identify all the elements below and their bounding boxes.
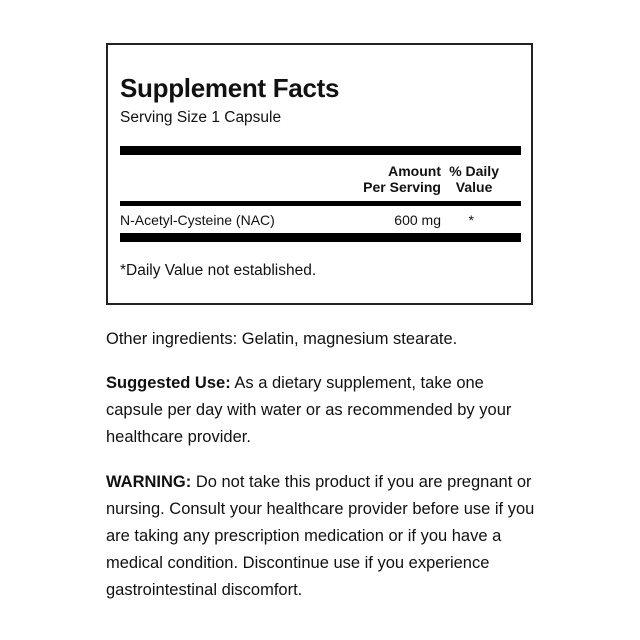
header-daily-value: % Daily Value [449,163,499,195]
panel-title: Supplement Facts [120,73,340,103]
suggested-use: Suggested Use: As a dietary supplement, … [106,370,536,451]
thick-divider [120,146,521,155]
other-ingredients: Other ingredients: Gelatin, magnesium st… [106,330,458,348]
warning: WARNING: Do not take this product if you… [106,469,536,604]
header-dv-line1: % Daily [449,163,499,179]
footnote: *Daily Value not established. [120,262,317,279]
thick-divider-bottom [120,233,521,242]
ingredient-amount: 600 mg [394,212,441,228]
warning-label: WARNING: [106,473,192,491]
header-amount-line1: Amount [388,163,441,179]
header-amount-per-serving: Amount Per Serving [363,163,441,195]
warning-text: Do not take this product if you are preg… [106,473,535,599]
supplement-facts-panel: Supplement Facts Serving Size 1 Capsule … [106,43,533,305]
header-amount-line2: Per Serving [363,179,441,195]
serving-size: Serving Size 1 Capsule [120,109,282,126]
thin-divider [120,201,521,206]
suggested-use-label: Suggested Use: [106,374,231,392]
ingredient-daily-value: * [468,212,474,228]
suggested-use-text: As a dietary supplement, take one capsul… [106,374,512,446]
header-dv-line2: Value [455,179,493,195]
ingredient-name: N-Acetyl-Cysteine (NAC) [120,212,275,228]
